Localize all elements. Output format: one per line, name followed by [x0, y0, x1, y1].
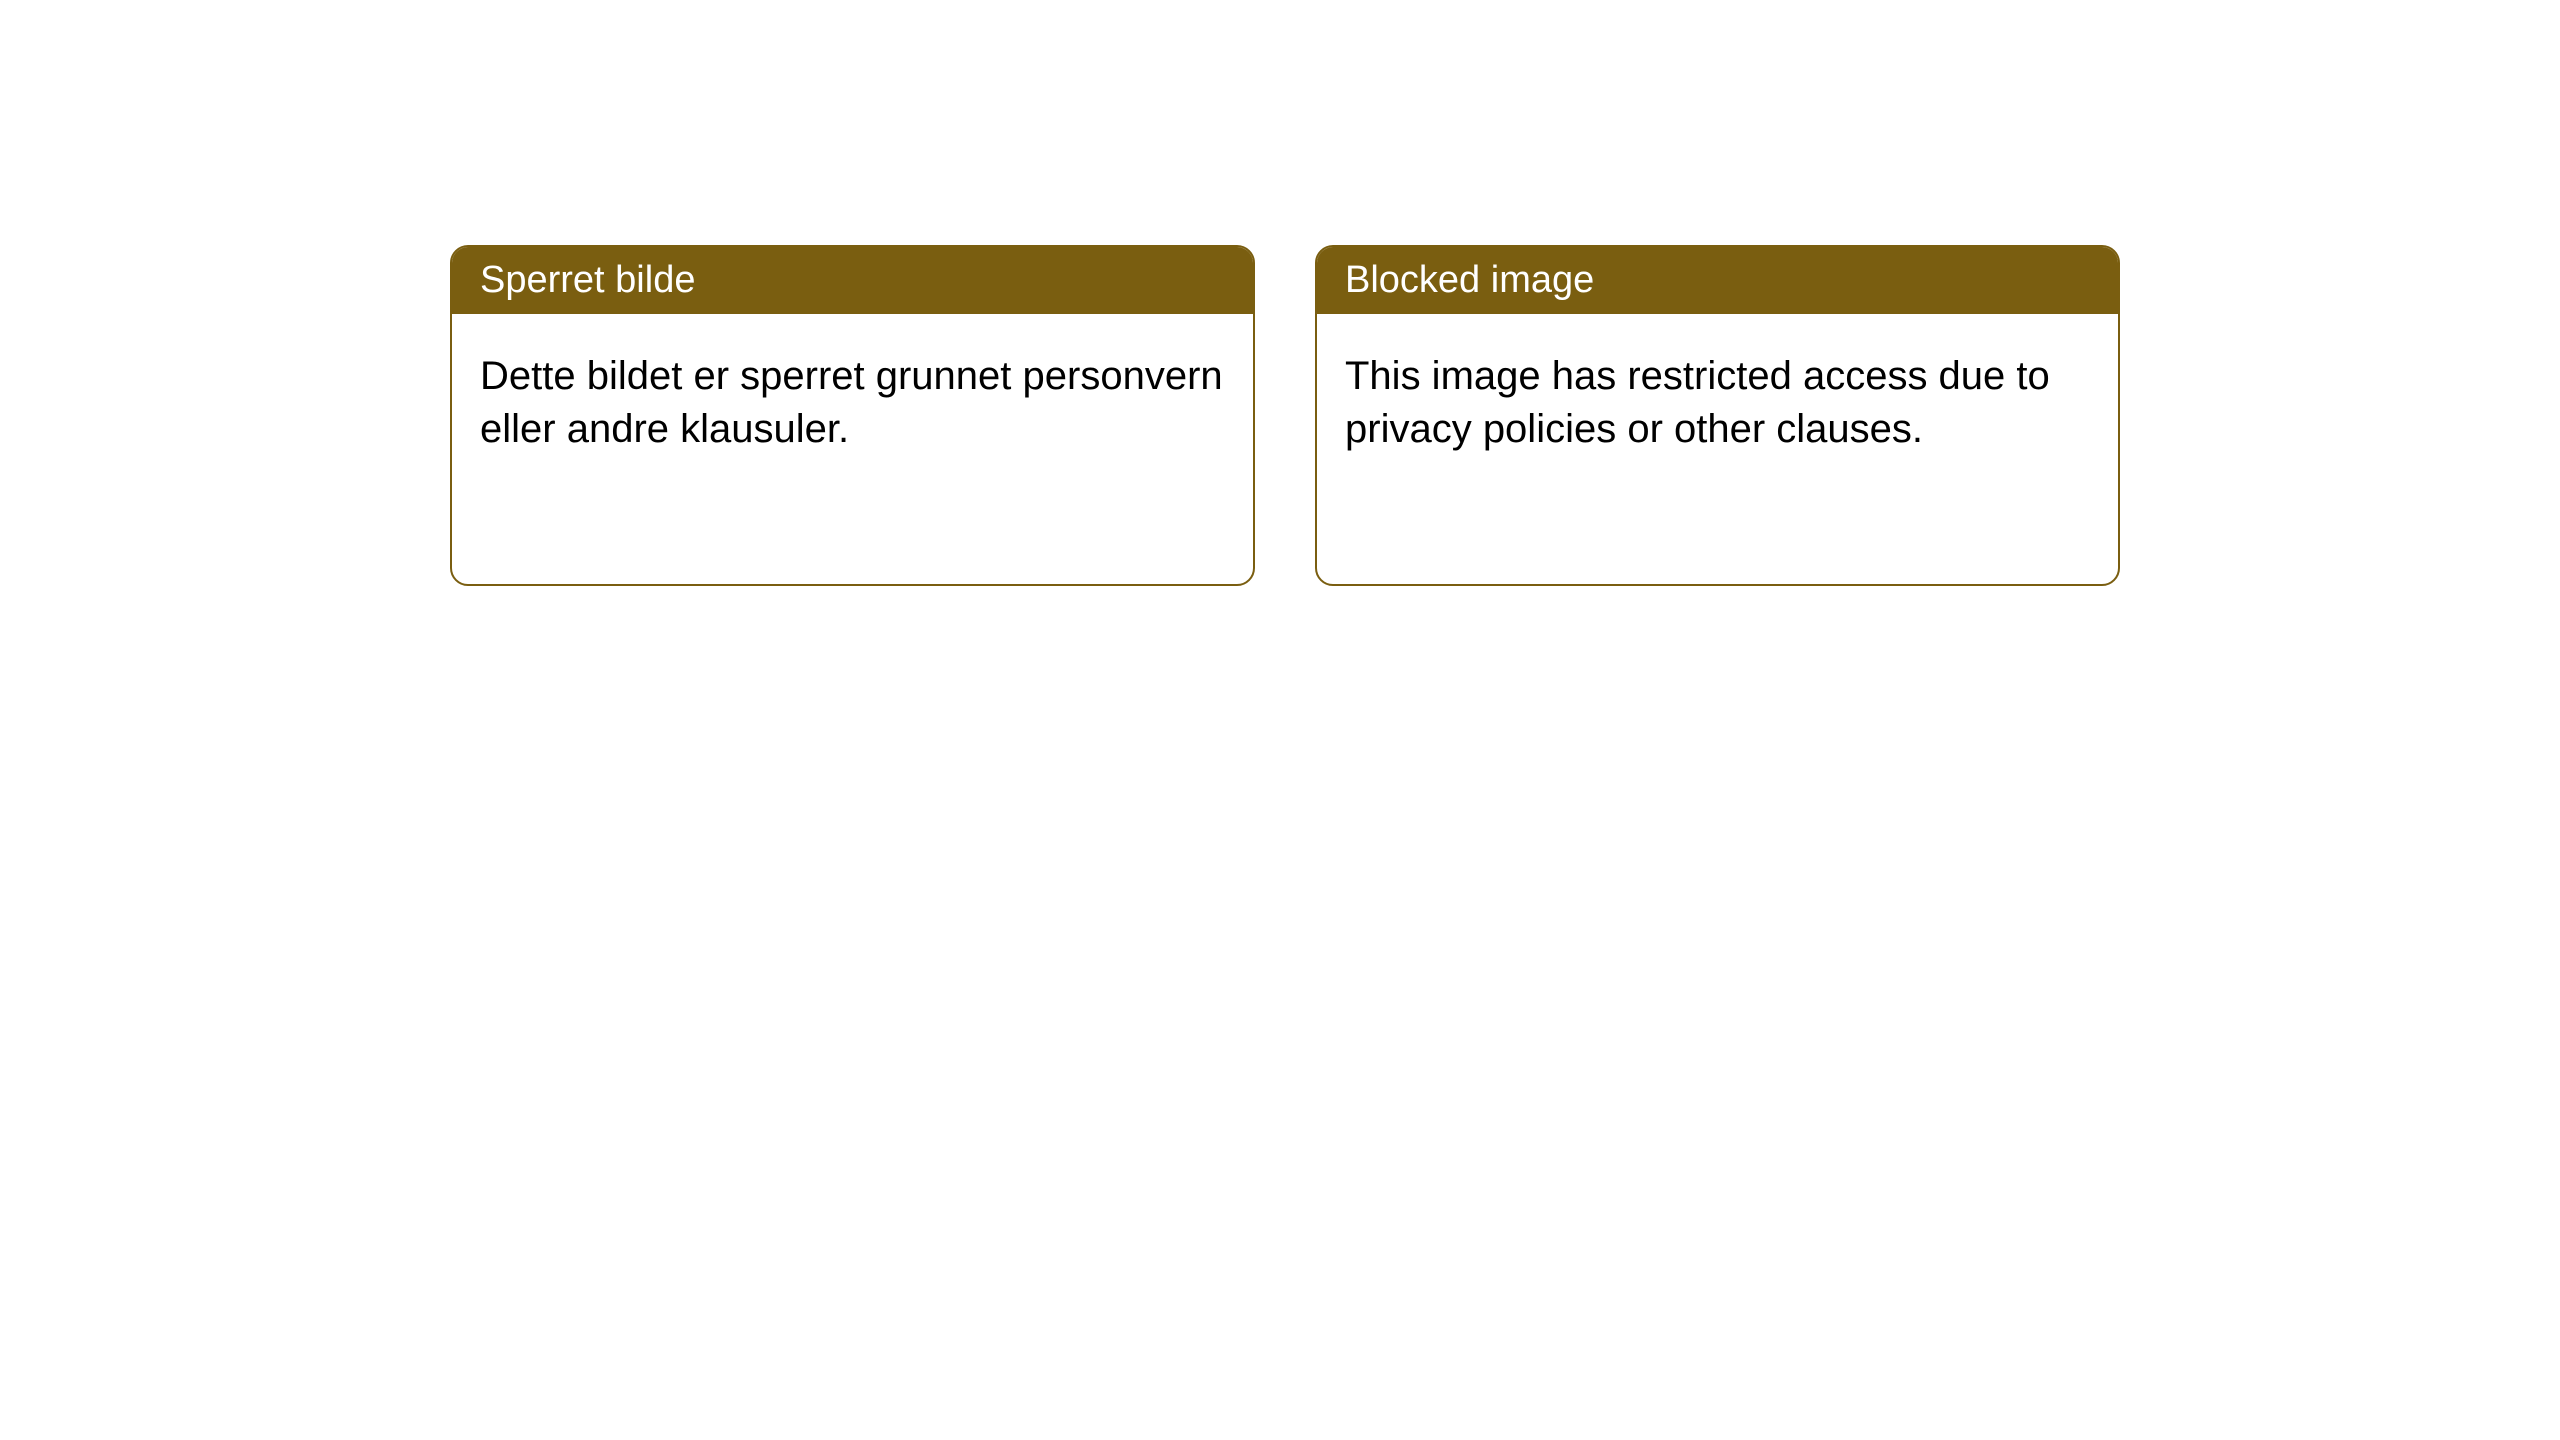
- card-body: Dette bildet er sperret grunnet personve…: [452, 314, 1253, 584]
- card-body-text: Dette bildet er sperret grunnet personve…: [480, 354, 1223, 451]
- card-header: Sperret bilde: [452, 247, 1253, 314]
- notice-container: Sperret bilde Dette bildet er sperret gr…: [450, 245, 2120, 586]
- notice-card-english: Blocked image This image has restricted …: [1315, 245, 2120, 586]
- card-title: Sperret bilde: [480, 259, 695, 301]
- card-body: This image has restricted access due to …: [1317, 314, 2118, 584]
- card-header: Blocked image: [1317, 247, 2118, 314]
- notice-card-norwegian: Sperret bilde Dette bildet er sperret gr…: [450, 245, 1255, 586]
- card-body-text: This image has restricted access due to …: [1345, 354, 2050, 451]
- card-title: Blocked image: [1345, 259, 1594, 301]
